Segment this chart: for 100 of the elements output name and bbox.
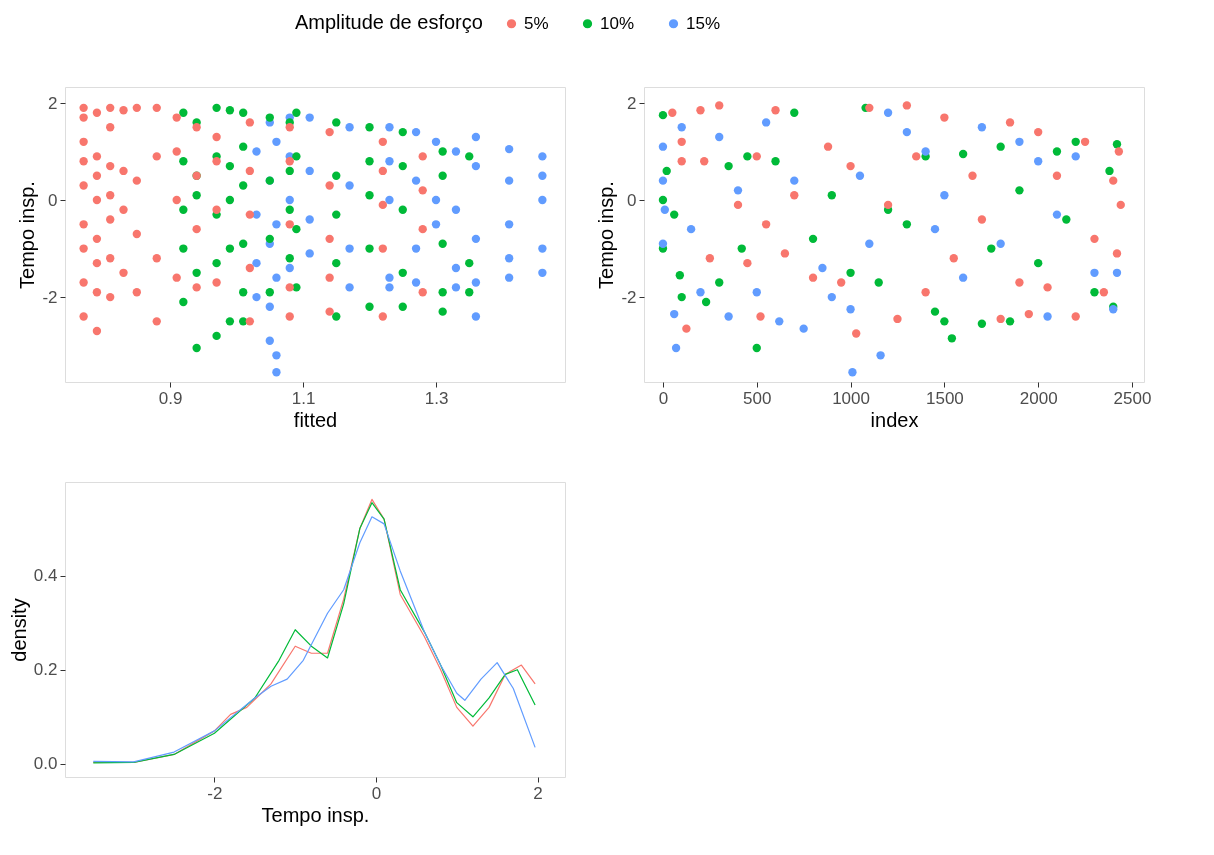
point [1114,147,1124,156]
x-tick-label: 500 [743,388,772,408]
point [715,132,724,142]
point [252,258,261,268]
point [345,283,354,292]
point [780,249,790,258]
point [345,123,354,132]
point [930,224,940,234]
point [823,142,833,151]
point [411,176,421,185]
point [808,273,818,282]
point [1043,312,1052,321]
point [385,123,394,132]
point [752,343,761,353]
point [677,157,686,166]
point [837,278,846,287]
y-tick-label: 0.0 [33,754,58,774]
point [1071,312,1080,321]
point [790,176,799,185]
point [385,195,394,205]
point [677,137,686,146]
point [451,283,461,292]
point [1052,147,1062,156]
point [471,312,481,321]
point [874,278,883,287]
point [752,288,761,297]
point [883,200,893,210]
point [431,220,441,229]
point [771,106,780,115]
point [715,101,724,110]
point [272,351,281,360]
point [658,239,668,248]
point [865,239,874,248]
point [265,336,274,345]
point [1015,278,1024,287]
point [285,195,294,205]
x-tick-label: 1000 [832,388,870,408]
point [808,234,818,244]
point [846,305,855,314]
point [902,220,912,229]
point [902,127,912,137]
y-tick-label: -2 [621,287,637,307]
point [538,268,547,278]
point [1112,140,1122,149]
point [305,166,314,176]
point [743,152,752,161]
point [471,132,481,142]
x-axis-title: fitted [293,408,338,431]
point [686,224,696,234]
point [668,108,677,117]
point [660,205,670,214]
point [677,292,686,302]
point [1005,118,1015,127]
point [1043,283,1052,292]
legend-label: 15% [686,13,721,33]
point [958,273,968,282]
point [996,314,1005,324]
y-axis-title: Tempo insp. [595,181,618,289]
point [385,273,394,282]
point [1034,127,1043,137]
point [977,215,987,224]
point [700,157,709,166]
point [658,110,668,120]
point [1112,249,1122,258]
point [451,263,461,273]
point [921,288,930,297]
point [385,157,394,166]
y-tick-label: 2 [48,93,58,113]
point [345,181,354,190]
point [724,161,733,171]
x-tick-label: 0 [371,783,382,803]
x-tick-label: 0 [658,388,669,408]
point [1062,215,1071,224]
point [504,220,514,229]
point [756,312,765,321]
y-tick-label: -2 [42,287,58,307]
y-tick-label: 0.2 [33,660,58,680]
point [411,244,421,253]
point [305,249,314,258]
point [658,142,668,151]
point [752,152,761,161]
y-tick-label: 0 [627,190,637,210]
point [431,195,441,205]
point [1034,258,1043,268]
point [947,334,957,343]
point [504,144,514,154]
legend-label: 10% [600,13,635,33]
point [431,137,441,146]
point [852,329,861,338]
point [670,309,679,319]
point [538,195,547,205]
point [733,186,743,195]
point [827,292,836,302]
point [1099,288,1109,297]
point [958,149,968,159]
point [876,351,885,360]
point [846,161,855,171]
point [504,176,514,185]
point [471,278,481,287]
point [1116,200,1125,210]
